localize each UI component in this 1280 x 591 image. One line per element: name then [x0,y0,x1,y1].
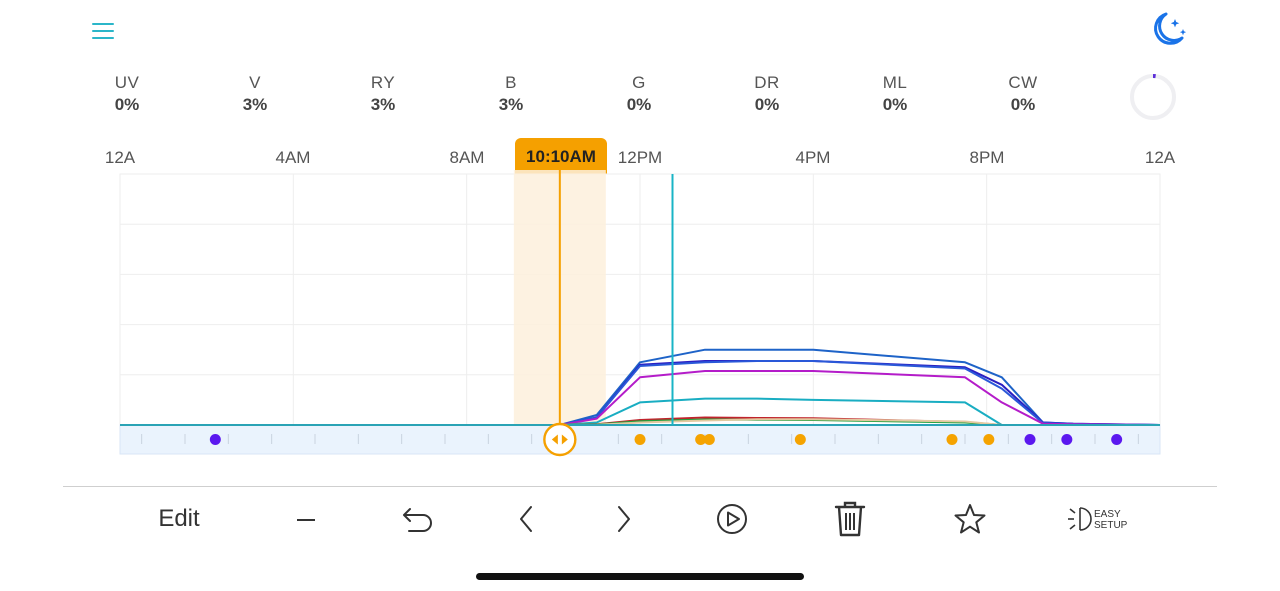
channel-label: DR [754,73,780,92]
channel-label: V [249,73,261,92]
toolbar-divider [63,486,1217,487]
time-tick-label: 8AM [449,148,485,167]
keyframe-dot [1111,434,1123,445]
channel-b[interactable]: B 3% [471,72,551,116]
channel-ml[interactable]: ML 0% [855,72,935,116]
chevron-right-icon[interactable] [604,492,644,546]
channel-label: B [505,73,517,92]
bottom-toolbar: Edit [0,492,1280,546]
time-tick-label: 12A [104,148,136,167]
keyframe-dot [794,434,806,445]
channel-cw[interactable]: CW 0% [983,72,1063,116]
current-time-badge[interactable]: 10:10AM [515,138,607,174]
play-circle-icon[interactable] [710,492,754,546]
keyframe-dot [1061,434,1073,445]
trash-icon[interactable] [828,492,872,546]
keyframe-dot [209,434,221,445]
cursor-handle[interactable] [543,422,577,457]
series-line-4 [120,370,1161,426]
channel-value: 0% [754,95,780,114]
channel-value: 3% [498,95,524,114]
channel-value: 3% [242,95,268,114]
time-tick-label: 8PM [969,148,1005,167]
channel-label: CW [1008,73,1038,92]
time-tick-label: 12A [1144,148,1176,167]
channel-intensity-row: UV 0% V 3% RY 3% B 3% G 0% DR 0% ML 0% C… [0,72,1280,122]
channel-label: ML [882,73,908,92]
undo-icon[interactable] [396,492,440,546]
easy-setup-line2: SETUP [1094,520,1128,531]
easy-setup-icon: EASY SETUP [1068,507,1128,531]
channel-label: G [632,73,646,92]
channel-dr[interactable]: DR 0% [727,72,807,116]
keyframe-dot [634,434,646,445]
channel-value: 0% [1010,95,1036,114]
keyframe-dot [695,434,707,445]
channel-ry[interactable]: RY 3% [343,72,423,116]
channel-label: RY [370,73,396,92]
schedule-chart[interactable] [0,168,1280,470]
hamburger-menu-icon[interactable] [90,20,116,42]
channel-value: 3% [370,95,396,114]
arrow-left-icon [551,434,558,445]
channel-value: 0% [882,95,908,114]
time-axis: 12A 4AM 8AM 12PM 4PM 8PM 12A [0,146,1280,170]
minus-icon[interactable] [286,492,326,546]
progress-ring-icon [1128,72,1178,122]
keyframe-dot [1024,434,1036,445]
star-icon[interactable] [948,492,992,546]
chevron-left-icon[interactable] [506,492,546,546]
edit-button[interactable]: Edit [138,492,220,546]
easy-setup-line1: EASY [1094,509,1121,520]
time-tick-label: 4PM [795,148,831,167]
moon-stars-icon[interactable] [1144,8,1190,54]
home-indicator[interactable] [476,573,804,580]
channel-value: 0% [114,95,140,114]
cursor-handle-ring [543,422,577,457]
keyframe-dot [703,434,715,445]
time-tick-label: 12PM [617,148,663,167]
channel-uv[interactable]: UV 0% [87,72,167,116]
channel-value: 0% [626,95,652,114]
keyframe-dot [946,434,958,445]
channel-v[interactable]: V 3% [215,72,295,116]
keyframe-dot [983,434,995,445]
channel-g[interactable]: G 0% [599,72,679,116]
edit-label: Edit [158,505,200,532]
easy-setup-button[interactable]: EASY SETUP [1066,492,1132,546]
arrow-right-icon [561,434,568,445]
channel-label: UV [114,73,140,92]
time-tick-label: 4AM [275,148,311,167]
